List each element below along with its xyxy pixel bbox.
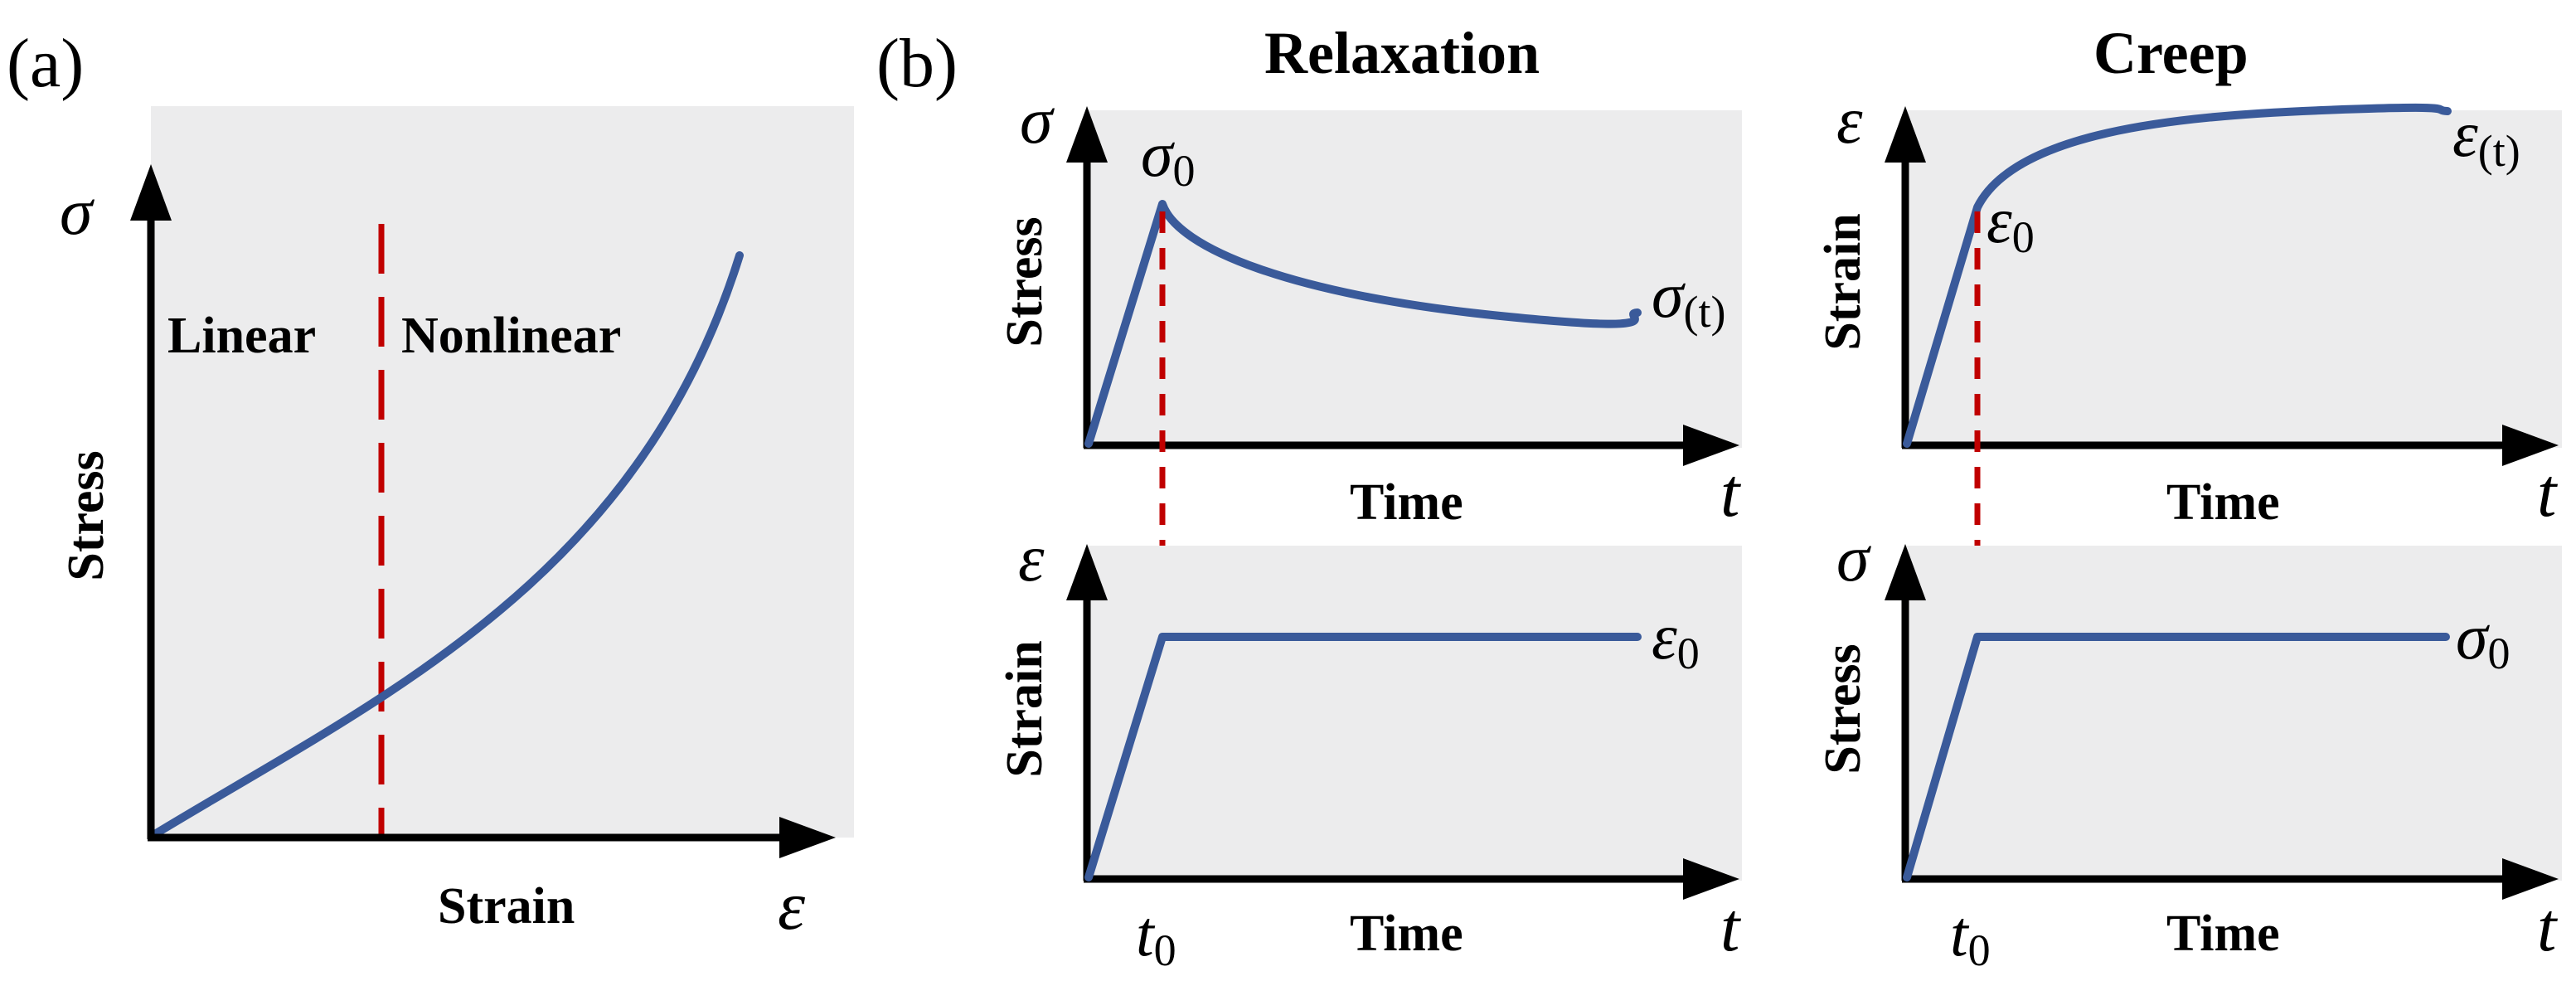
creep-strain-y-arrow — [1885, 106, 1926, 163]
relaxation-strain-plot: ε Strain t Time ε0 t0 — [997, 522, 1742, 975]
creep-stress-x-symbol: t — [2537, 889, 2559, 966]
creep-knee-label-base: ε — [1987, 184, 2012, 256]
relaxation-stress-curve — [1084, 200, 1642, 448]
creep-t0-label-sub: 0 — [1968, 925, 1991, 975]
relaxation-peak-label-base: σ — [1141, 118, 1175, 190]
creep-title: Creep — [2093, 20, 2249, 86]
creep-level-label-base: σ — [2456, 600, 2490, 673]
relaxation-strain-x-arrow — [1683, 858, 1739, 900]
relaxation-t0-label-sub: 0 — [1154, 925, 1176, 975]
relaxation-stress-x-arrow — [1683, 425, 1739, 466]
relaxation-t0-label-base: t — [1136, 897, 1156, 969]
relaxation-strain-x-label: Time — [1350, 906, 1463, 962]
relaxation-end-label-sub: (t) — [1683, 287, 1725, 337]
relaxation-level-label: ε0 — [1652, 600, 1700, 678]
relaxation-stress-plot: σ Stress t Time σ0 σ(t) — [997, 85, 1742, 881]
relaxation-t0-label: t0 — [1136, 897, 1176, 975]
panel-a-y-label: Stress — [58, 450, 114, 580]
creep-end-label-sub: (t) — [2478, 126, 2520, 176]
creep-level-label-sub: 0 — [2487, 629, 2510, 678]
creep-end-label: ε(t) — [2452, 98, 2520, 176]
creep-stress-x-label: Time — [2166, 906, 2280, 962]
relaxation-strain-y-label: Strain — [997, 640, 1053, 777]
relaxation-peak-label-sub: 0 — [1172, 146, 1195, 196]
relaxation-stress-y-arrow — [1066, 106, 1108, 163]
panel-a-y-symbol: σ — [60, 176, 95, 249]
relaxation-stress-y-label: Stress — [997, 216, 1053, 347]
creep-strain-y-label: Strain — [1815, 213, 1871, 350]
creep-strain-curve — [1903, 103, 2452, 448]
creep-stress-y-arrow — [1885, 544, 1926, 600]
creep-strain-y-symbol: ε — [1836, 85, 1863, 158]
panel-a-nonlinear-region-label: Nonlinear — [401, 308, 621, 364]
creep-stress-plot-area — [1905, 546, 2562, 881]
panel-a-y-axis-arrow — [130, 164, 172, 221]
creep-knee-label-sub: 0 — [2012, 212, 2035, 262]
creep-t0-label: t0 — [1950, 897, 1991, 975]
panel-b: (b) Relaxation σ Stress t Time σ0 σ(t) — [876, 20, 2562, 975]
creep-stress-x-arrow — [2502, 858, 2559, 900]
panel-a-label: (a) — [7, 25, 84, 102]
relaxation-stress-plot-area — [1087, 110, 1742, 448]
relaxation-strain-y-arrow — [1066, 544, 1108, 600]
creep-stress-y-symbol: σ — [1836, 522, 1871, 595]
panel-a-stress-strain-curve — [149, 251, 744, 839]
creep-stress-y-label: Stress — [1815, 643, 1871, 774]
panel-a: (a) σ Stress ε Strain Linear Nonlinear — [7, 25, 854, 945]
creep-knee-label: ε0 — [1987, 184, 2035, 262]
relaxation-strain-plot-area — [1087, 546, 1742, 881]
relaxation-end-label: σ(t) — [1652, 259, 1725, 337]
panel-a-linear-region-label: Linear — [167, 308, 316, 364]
relaxation-strain-curve — [1084, 633, 1642, 881]
relaxation-stress-x-label: Time — [1350, 474, 1463, 531]
creep-t0-label-base: t — [1950, 897, 1970, 969]
relaxation-stress-y-symbol: σ — [1020, 85, 1055, 158]
panel-a-x-symbol: ε — [778, 867, 806, 945]
relaxation-title: Relaxation — [1264, 20, 1540, 86]
relaxation-strain-x-symbol: t — [1720, 889, 1742, 966]
panel-a-x-axis-arrow — [779, 817, 836, 858]
creep-strain-x-symbol: t — [2537, 454, 2559, 532]
relaxation-peak-label: σ0 — [1141, 118, 1195, 196]
relaxation-stress-x-symbol: t — [1720, 454, 1742, 532]
panel-a-plot-area — [151, 106, 854, 838]
panel-a-x-label: Strain — [438, 878, 575, 935]
relaxation-level-label-sub: 0 — [1677, 629, 1700, 678]
relaxation-level-label-base: ε — [1652, 600, 1677, 673]
panel-b-label: (b) — [876, 25, 958, 102]
creep-stress-curve — [1903, 633, 2450, 881]
relaxation-strain-y-symbol: ε — [1018, 522, 1045, 595]
creep-strain-plot: ε Strain t Time ε0 ε(t) — [1815, 85, 2562, 881]
creep-end-label-base: ε — [2452, 98, 2478, 170]
creep-stress-plot: σ Stress t Time σ0 t0 — [1815, 522, 2562, 975]
creep-level-label: σ0 — [2456, 600, 2510, 678]
relaxation-end-label-base: σ — [1652, 259, 1686, 331]
creep-strain-x-arrow — [2502, 425, 2559, 466]
creep-strain-x-label: Time — [2166, 474, 2280, 531]
